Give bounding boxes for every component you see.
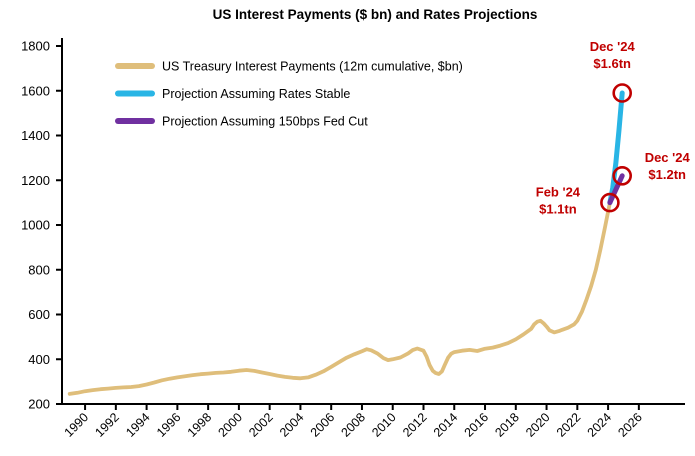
annotation-label-dec-24-stable-line2: $1.6tn xyxy=(593,56,631,71)
y-tick-label: 600 xyxy=(28,307,50,322)
x-tick-label: 1990 xyxy=(62,410,92,440)
legend: US Treasury Interest Payments (12m cumul… xyxy=(115,60,463,129)
annotation-label-dec-24-cut-line1: Dec '24 xyxy=(645,150,691,165)
series-line-treasury xyxy=(67,200,612,396)
y-tick-label: 1800 xyxy=(21,39,50,54)
legend-label-rates-stable: Projection Assuming Rates Stable xyxy=(162,87,350,101)
annotation-label-dec-24-cut-line2: $1.2tn xyxy=(648,167,686,182)
x-tick-label: 2016 xyxy=(462,410,492,440)
y-tick-label: 1000 xyxy=(21,218,50,233)
x-tick-label: 2004 xyxy=(277,410,307,440)
x-tick-label: 2020 xyxy=(523,410,553,440)
series-group xyxy=(67,90,625,396)
x-tick-label: 2018 xyxy=(492,410,522,440)
x-tick-label: 1992 xyxy=(92,410,122,440)
y-tick-label: 1600 xyxy=(21,83,50,98)
annotation-label-feb-24-line2: $1.1tn xyxy=(539,202,577,217)
legend-label-treasury: US Treasury Interest Payments (12m cumul… xyxy=(162,60,463,74)
x-tick-label: 2002 xyxy=(246,410,276,440)
y-tick-label: 400 xyxy=(28,352,50,367)
x-tick-label: 1994 xyxy=(123,410,153,440)
x-tick-label: 2010 xyxy=(369,410,399,440)
x-tick-label: 1998 xyxy=(185,410,215,440)
x-tick-label: 1996 xyxy=(154,410,184,440)
chart-title: US Interest Payments ($ bn) and Rates Pr… xyxy=(213,7,538,22)
x-tick-label: 2000 xyxy=(215,410,245,440)
annotation-circle-feb-24 xyxy=(600,192,620,213)
annotation-label-dec-24-stable-line1: Dec '24 xyxy=(590,39,636,54)
y-tick-label: 1200 xyxy=(21,173,50,188)
y-tick-label: 200 xyxy=(28,397,50,412)
y-tick-label: 800 xyxy=(28,262,50,277)
y-tick-label: 1400 xyxy=(21,128,50,143)
legend-label-fed-cut: Projection Assuming 150bps Fed Cut xyxy=(162,115,368,129)
annotations: Feb '24 $1.1tn Dec '24 $1.6tn Dec '24 $1.2tn xyxy=(536,39,691,217)
x-tick-label: 2012 xyxy=(400,410,430,440)
annotation-circle-dec-24-stable xyxy=(612,83,633,103)
annotation-label-feb-24-line1: Feb '24 xyxy=(536,185,581,200)
x-tick-label: 2008 xyxy=(339,410,369,440)
axes: 200 400 600 800 1000 1200 1400 1600 1800 1990 1992… xyxy=(21,38,685,440)
x-tick-label: 2022 xyxy=(554,410,584,440)
x-tick-label: 2006 xyxy=(308,410,338,440)
x-tick-label: 2026 xyxy=(615,410,645,440)
x-tick-label: 2024 xyxy=(585,410,615,440)
series-line-fed-cut xyxy=(607,173,625,206)
x-tick-label: 2014 xyxy=(431,410,461,440)
annotation-circle-dec-24-cut xyxy=(612,166,633,186)
